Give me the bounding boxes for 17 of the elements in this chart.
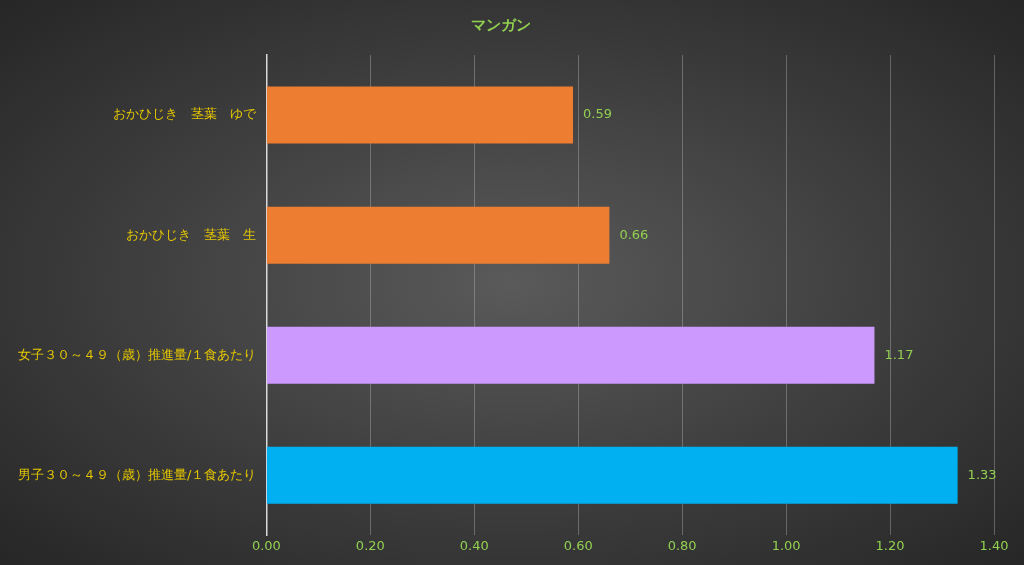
x-tick-label: 0.00 [251, 537, 281, 553]
data-label: 1.17 [884, 346, 914, 362]
y-tick-label: 女子３０～４９（歳）推進量/１食あたり [17, 346, 257, 362]
x-tick-label: 0.80 [667, 537, 697, 553]
data-label: 0.59 [583, 106, 612, 122]
x-tick-label: 1.20 [875, 537, 905, 553]
x-tick-label: 0.40 [459, 537, 489, 553]
chart-title: マンガン [471, 15, 531, 34]
data-label: 0.66 [619, 226, 649, 242]
x-tick-label: 0.20 [355, 537, 385, 553]
y-tick-label: おかひじき 茎葉 ゆで [113, 106, 258, 122]
x-tick-label: 0.60 [563, 537, 593, 553]
x-tick-label: 1.40 [979, 537, 1009, 553]
y-tick-label: 男子３０～４９（歳）推進量/１食あたり [17, 466, 257, 482]
y-tick-label: おかひじき 茎葉 生 [126, 226, 257, 242]
data-label: 1.33 [967, 466, 997, 482]
x-tick-label: 1.00 [771, 537, 801, 553]
